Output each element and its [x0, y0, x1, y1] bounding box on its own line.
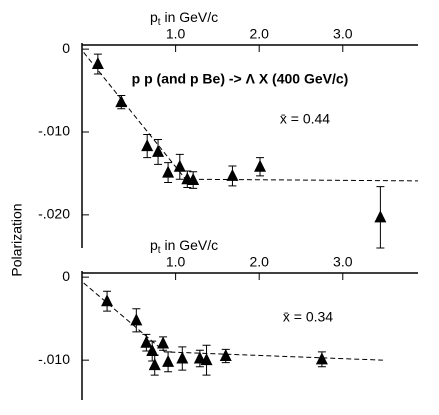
x-tick-label: 3.0	[333, 26, 353, 42]
y-axis-label: Polarization	[9, 203, 25, 276]
x-label-sub: t	[158, 17, 161, 28]
x-tick-label: 2.0	[249, 26, 269, 42]
point	[162, 165, 175, 178]
annotation: x̄ = 0.34	[283, 309, 333, 325]
y-tick-label: 0	[62, 268, 70, 284]
x-label-p: p	[150, 9, 158, 25]
x-tick-label: 1.0	[166, 26, 186, 42]
point	[176, 351, 189, 364]
point	[157, 336, 170, 349]
x-axis-label: pt in GeV/c	[150, 237, 218, 256]
point	[146, 344, 159, 357]
point	[173, 159, 186, 172]
point	[148, 358, 161, 371]
point	[141, 139, 154, 152]
x-label-rest: in GeV/c	[161, 237, 219, 253]
y-tick-label: 0	[62, 40, 70, 56]
x-tick-label: 1.0	[166, 254, 186, 270]
point	[101, 294, 114, 307]
x-tick-label: 3.0	[333, 254, 353, 270]
x-label-sub: t	[158, 245, 161, 256]
fit-line	[83, 282, 383, 361]
annotation: p p (and p Be) -> Λ X (400 GeV/c)	[132, 71, 349, 87]
y-tick-label: -.010	[38, 123, 70, 139]
point	[315, 352, 328, 365]
point	[219, 349, 232, 362]
point	[130, 313, 143, 326]
point	[193, 351, 206, 364]
x-axis-label: pt in GeV/c	[150, 9, 218, 28]
point	[115, 95, 128, 108]
y-tick-label: -.010	[38, 351, 70, 367]
x-tick-label: 2.0	[249, 254, 269, 270]
point	[226, 168, 239, 181]
point	[162, 354, 175, 367]
point	[200, 353, 213, 366]
annotation: x̄ = 0.44	[280, 111, 330, 127]
point	[91, 57, 104, 70]
point	[140, 335, 153, 348]
point	[152, 144, 165, 157]
point	[374, 210, 387, 223]
x-label-p: p	[150, 237, 158, 253]
y-tick-label: -.020	[38, 206, 70, 222]
point	[187, 173, 200, 186]
point	[254, 159, 267, 172]
x-label-rest: in GeV/c	[161, 9, 219, 25]
